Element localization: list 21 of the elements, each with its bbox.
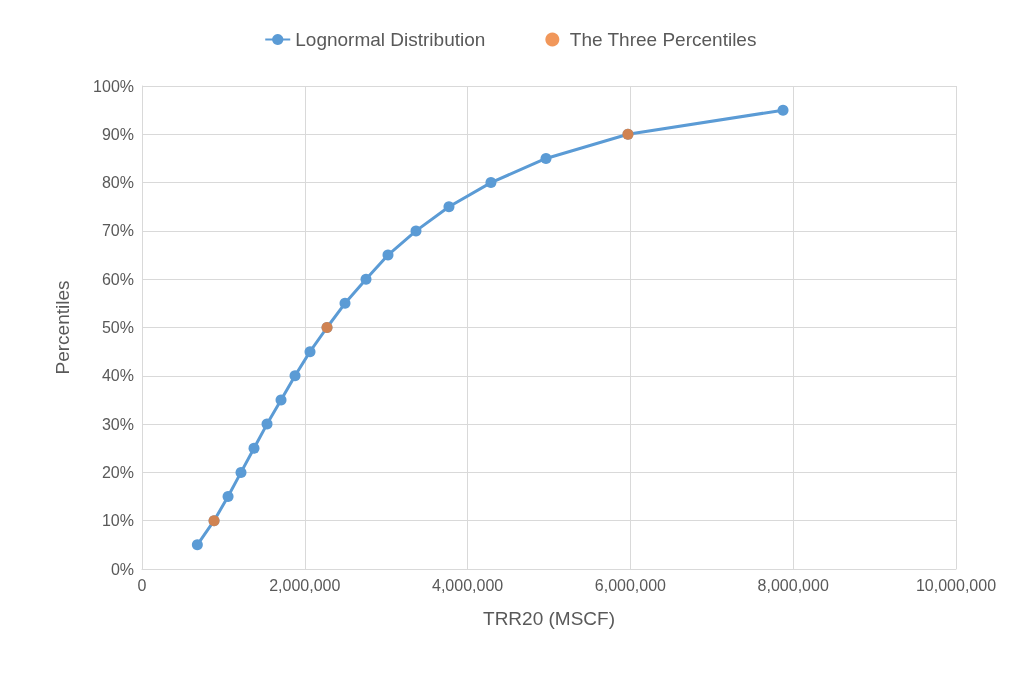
x-tick-label: 2,000,000	[269, 576, 341, 594]
y-tick-label: 70%	[101, 222, 134, 240]
y-tick-label: 20%	[101, 463, 134, 481]
legend-label: Lognormal Distribution	[295, 29, 486, 50]
y-tick-label: 100%	[93, 77, 134, 95]
legend-label: The Three Percentiles	[569, 29, 757, 50]
y-tick-label: 80%	[101, 174, 134, 192]
x-axis-title: TRR20 (MSCF)	[483, 608, 615, 629]
y-tick-label: 60%	[101, 270, 134, 288]
y-axis-title: Percentiles	[52, 280, 73, 375]
y-tick-label: 90%	[101, 125, 134, 143]
y-tick-label: 30%	[101, 415, 134, 433]
x-tick-label: 10,000,000	[915, 576, 997, 594]
x-tick-label: 6,000,000	[594, 576, 667, 594]
y-tick-label: 0%	[110, 560, 134, 578]
y-tick-label: 50%	[101, 319, 134, 336]
x-tick-label: 4,000,000	[432, 576, 504, 594]
y-tick-label: 10%	[101, 512, 134, 530]
x-tick-label: 0	[137, 576, 147, 594]
x-tick-label: 8,000,000	[757, 576, 829, 594]
y-tick-label: 40%	[101, 367, 134, 385]
